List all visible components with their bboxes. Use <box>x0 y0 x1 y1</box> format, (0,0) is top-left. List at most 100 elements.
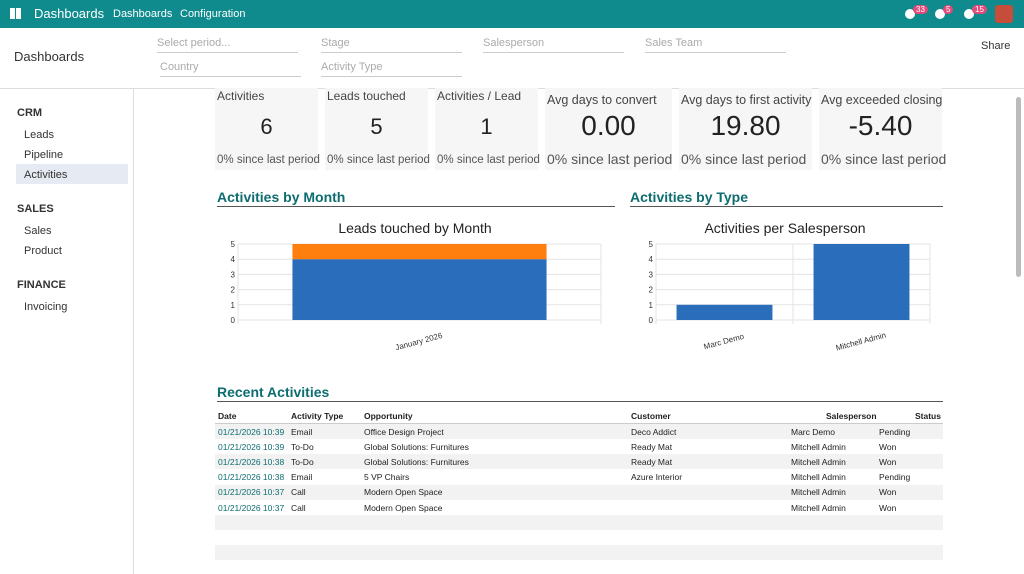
table-cell: Call <box>291 502 306 513</box>
y-tick-label: 2 <box>649 286 654 295</box>
table-header: Date <box>218 411 237 421</box>
sidebar-item[interactable]: Activities <box>24 169 68 181</box>
table-cell: Pending <box>879 472 911 483</box>
table-cell: Office Design Project <box>364 426 444 437</box>
active-item-bg <box>16 164 128 184</box>
nav-menu[interactable]: Configuration <box>180 8 246 20</box>
menu-icon <box>10 8 21 19</box>
table-cell: Mitchell Admin <box>791 472 846 483</box>
kpi-label: Activities / Lead <box>437 89 522 103</box>
filter[interactable]: Activity Type <box>321 61 462 77</box>
avatar[interactable] <box>995 5 1013 23</box>
date-link[interactable]: 01/21/2026 10:39 <box>218 426 285 437</box>
filter[interactable]: Salesperson <box>483 37 624 53</box>
y-tick-label: 1 <box>649 301 654 310</box>
kpi-card <box>819 88 942 170</box>
filter[interactable]: Country <box>160 61 301 77</box>
bar <box>292 259 547 320</box>
sidebar-item[interactable]: Sales <box>24 225 52 237</box>
date-link[interactable]: 01/21/2026 10:38 <box>218 456 285 467</box>
kpi-card <box>325 88 428 170</box>
kpi-card <box>679 88 812 170</box>
sidebar <box>0 89 134 574</box>
y-tick-label: 3 <box>231 270 236 279</box>
row-bg <box>215 424 943 439</box>
x-tick-label: January 2026 <box>394 331 444 352</box>
kpi-value: 1 <box>480 114 493 139</box>
sidebar-item[interactable]: Leads <box>24 129 54 141</box>
sidebar-section: CRM <box>17 107 43 119</box>
table-cell: Call <box>291 487 306 498</box>
table-header: Customer <box>631 411 671 421</box>
page-title: Dashboards <box>14 49 85 64</box>
kpi-delta: 0% since last period <box>547 151 673 167</box>
kpi-value: 19.80 <box>710 110 781 141</box>
nav-menu[interactable]: Dashboards <box>113 8 173 20</box>
kpi-value: 5 <box>370 114 383 139</box>
share[interactable]: Share <box>981 40 1011 52</box>
badge: 5 <box>943 5 954 14</box>
nav-icon[interactable] <box>935 9 945 19</box>
table-cell: To-Do <box>291 456 314 467</box>
y-tick-label: 2 <box>231 286 236 295</box>
table-cell: 5 VP Chairs <box>364 472 410 483</box>
date-link[interactable]: 01/21/2026 10:39 <box>218 441 285 452</box>
y-tick-label: 1 <box>231 301 236 310</box>
y-tick-label: 5 <box>649 240 654 249</box>
kpi-card <box>215 88 318 170</box>
scrollbar <box>1016 97 1021 277</box>
date-link[interactable]: 01/21/2026 10:38 <box>218 472 285 483</box>
kpi-label: Leads touched <box>327 89 406 103</box>
filter[interactable]: Select period... <box>157 37 298 53</box>
section-heading: Activities by Type <box>630 189 943 207</box>
app-name[interactable]: Dashboards <box>34 6 105 21</box>
sidebar-section: SALES <box>17 203 54 215</box>
table-cell: Modern Open Space <box>364 502 443 513</box>
header-rule <box>215 423 943 424</box>
bar <box>676 304 773 320</box>
kpi-card <box>435 88 538 170</box>
filter[interactable]: Sales Team <box>645 37 786 53</box>
filter[interactable]: Stage <box>321 37 462 53</box>
kpi-delta: 0% since last period <box>437 154 540 166</box>
table-cell: Global Solutions: Furnitures <box>364 456 469 467</box>
table-cell: Marc Demo <box>791 426 835 437</box>
date-link[interactable]: 01/21/2026 10:37 <box>218 502 285 513</box>
x-tick-label: Mitchell Admin <box>835 331 887 353</box>
sidebar-item[interactable]: Invoicing <box>24 301 68 313</box>
kpi-delta: 0% since last period <box>217 154 320 166</box>
kpi-card <box>545 88 672 170</box>
table-header: Salesperson <box>826 411 877 421</box>
y-tick-label: 4 <box>231 255 236 264</box>
kpi-label: Avg days to first activity <box>681 93 812 107</box>
bar <box>292 244 547 260</box>
y-tick-label: 5 <box>231 240 236 249</box>
table-cell: Modern Open Space <box>364 487 443 498</box>
chart-title: Leads touched by Month <box>338 220 491 236</box>
y-tick-label: 3 <box>649 270 654 279</box>
table-header: Opportunity <box>364 411 413 421</box>
table-header: Activity Type <box>291 411 344 421</box>
bar <box>813 244 910 320</box>
row-bg <box>215 545 943 560</box>
kpi-label: Avg exceeded closing <box>821 93 943 107</box>
table-cell: Ready Mat <box>631 441 673 452</box>
sidebar-item[interactable]: Pipeline <box>24 149 64 161</box>
table-cell: Mitchell Admin <box>791 487 846 498</box>
y-tick-label: 0 <box>231 316 236 325</box>
kpi-value: 0.00 <box>581 110 636 141</box>
row-bg <box>215 515 943 530</box>
kpi-value: 6 <box>260 114 273 139</box>
x-tick-label: Marc Demo <box>703 332 746 352</box>
y-tick-label: 0 <box>649 316 654 325</box>
sidebar-item[interactable]: Product <box>24 245 62 257</box>
kpi-delta: 0% since last period <box>327 154 430 166</box>
table-cell: Pending <box>879 426 911 437</box>
table-cell: Mitchell Admin <box>791 456 846 467</box>
row-bg <box>215 454 943 470</box>
nav-icon[interactable] <box>905 9 915 19</box>
date-link[interactable]: 01/21/2026 10:37 <box>218 487 285 498</box>
section-heading: Activities by Month <box>217 189 615 207</box>
nav-icon[interactable] <box>964 9 974 19</box>
